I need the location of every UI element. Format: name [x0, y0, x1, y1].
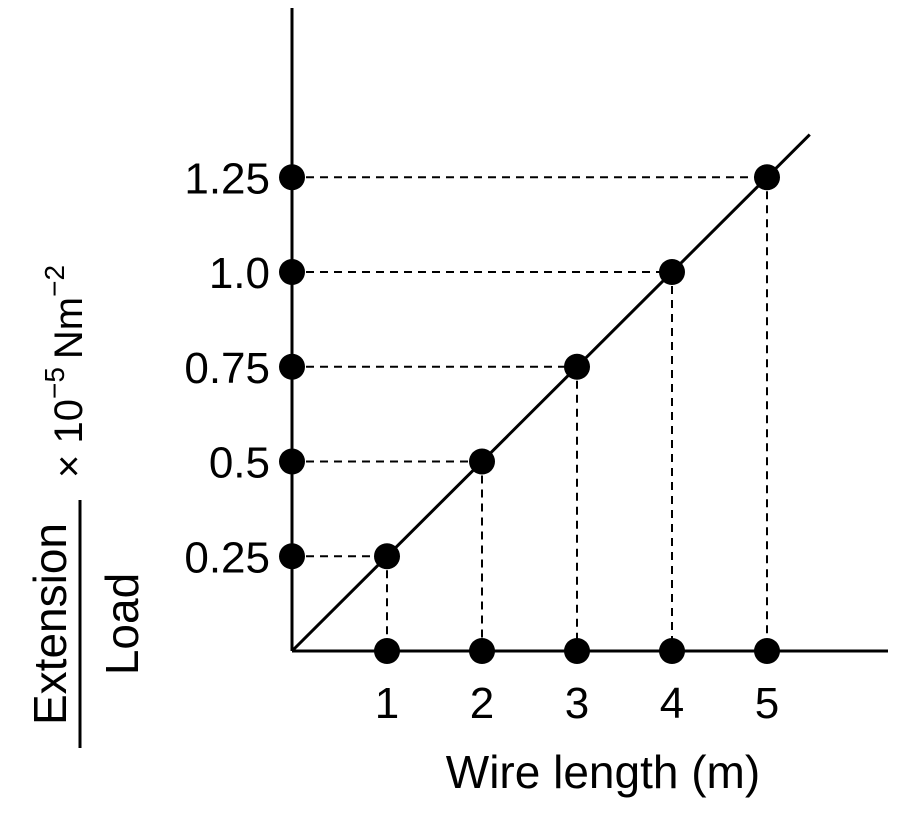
y-tick-label: 0.5	[209, 439, 270, 488]
y-axis-marker	[279, 259, 305, 285]
y-axis-marker	[279, 448, 305, 475]
y-axis-title-exponent: −5	[39, 367, 70, 399]
x-axis-marker	[659, 638, 685, 664]
projection-lines	[292, 176, 768, 651]
trend-line-layer	[290, 133, 811, 653]
x-axis-marker	[564, 638, 590, 664]
y-tick-label: 1.0	[209, 249, 270, 298]
data-point	[659, 259, 685, 285]
x-axis-marker	[754, 638, 780, 664]
y-axis-title-multiplier: × 10	[47, 399, 91, 478]
y-tick-label: 0.25	[184, 533, 270, 582]
y-tick-label: 1.25	[184, 154, 270, 203]
data-point	[374, 543, 400, 570]
data-point	[469, 448, 495, 475]
x-tick-label: 5	[755, 679, 779, 728]
y-axis-title-denominator: Load	[96, 573, 148, 675]
y-axis-title-unit: × 10−5 Nm−2	[39, 265, 91, 478]
y-axis-marker	[279, 543, 305, 570]
y-axis-marker	[279, 164, 305, 191]
data-point	[754, 164, 780, 191]
data-points	[279, 164, 780, 664]
x-tick-label: 3	[565, 679, 589, 728]
trend-line	[290, 133, 811, 653]
data-point	[564, 353, 590, 380]
y-axis-title: Extension Load × 10−5 Nm−2	[24, 265, 148, 748]
y-axis-marker	[279, 353, 305, 380]
x-tick-label: 2	[470, 679, 494, 728]
y-axis-title-numerator: Extension	[24, 523, 76, 725]
x-axis-marker	[469, 638, 495, 664]
y-axis-title-unit-text: Nm	[47, 297, 91, 359]
y-tick-label: 0.75	[184, 344, 270, 393]
x-axis-title: Wire length (m)	[446, 746, 760, 798]
x-tick-label: 4	[660, 679, 684, 728]
x-axis-marker	[374, 638, 400, 664]
y-axis-title-unit-exponent: −2	[39, 265, 70, 297]
x-tick-label: 1	[375, 679, 399, 728]
tick-labels: 1 2 3 4 5 0.25 0.5 0.75 1.0 1.25	[184, 154, 779, 728]
